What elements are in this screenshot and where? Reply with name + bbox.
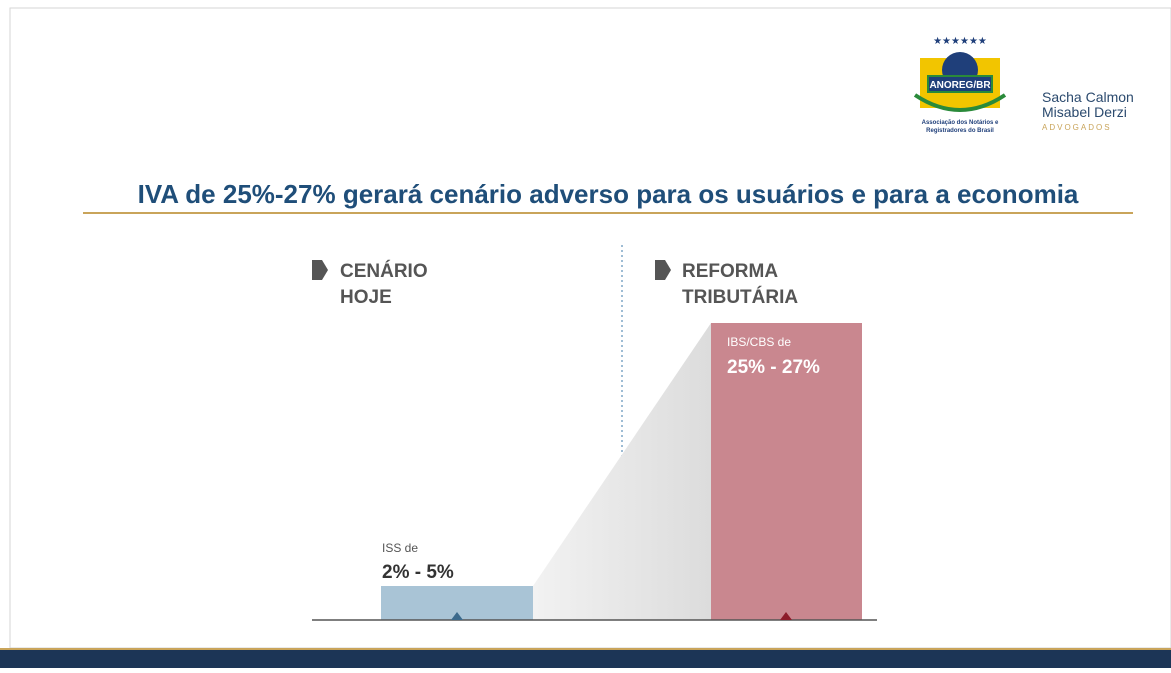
rate-value: 25% - 27% <box>727 357 820 378</box>
slide-title: IVA de 25%-27% gerará cenário adverso pa… <box>138 179 1079 209</box>
logo-caption: Registradores do Brasil <box>926 128 994 134</box>
firm-name: Misabel Derzi <box>1042 104 1127 120</box>
heading-icon <box>312 260 328 280</box>
rate-label: IBS/CBS de <box>727 335 791 349</box>
column-heading: REFORMA <box>682 261 778 282</box>
column-heading: CENÁRIO <box>340 260 428 282</box>
firm-subtitle: ADVOGADOS <box>1042 123 1112 132</box>
rate-label: ISS de <box>382 541 418 555</box>
column-heading: TRIBUTÁRIA <box>682 286 798 308</box>
logo-stars: ★★★★★★ <box>933 36 987 47</box>
logo-badge: ANOREG/BR <box>929 80 991 91</box>
transition-shade <box>533 323 711 620</box>
rate-value: 2% - 5% <box>382 562 454 583</box>
bar-reform <box>711 323 862 620</box>
logo-ribbon <box>913 93 1007 112</box>
logo-banner <box>927 75 993 93</box>
marker <box>780 612 792 620</box>
marker <box>451 612 463 620</box>
logo-caption: Associação dos Notários e <box>922 120 999 126</box>
footer-band <box>0 648 1171 668</box>
heading-icon <box>655 260 671 280</box>
firm-name: Sacha Calmon <box>1042 89 1134 105</box>
column-heading: HOJE <box>340 287 392 308</box>
